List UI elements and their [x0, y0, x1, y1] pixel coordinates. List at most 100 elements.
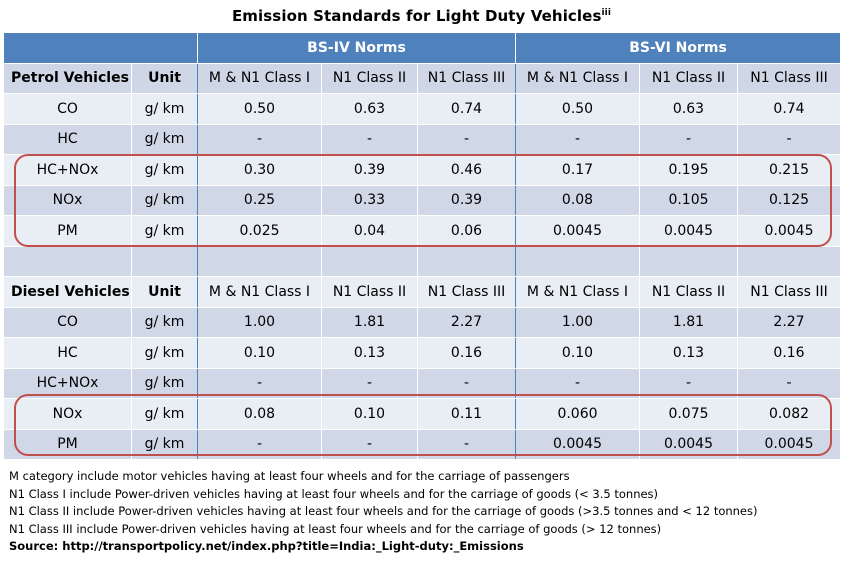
- unit-cell: g/ km: [131, 123, 198, 155]
- value-cell: -: [417, 123, 516, 155]
- value-cell: 1.00: [197, 306, 322, 338]
- petrol-header-row: Petrol Vehicles Unit M & N1 Class I N1 C…: [3, 62, 841, 94]
- value-cell: 0.50: [197, 93, 322, 125]
- value-cell: 2.27: [737, 306, 841, 338]
- value-cell: 0.0045: [737, 428, 841, 460]
- class-header: N1 Class II: [639, 62, 738, 94]
- unit-cell: g/ km: [131, 154, 198, 186]
- class-header: N1 Class III: [417, 62, 516, 94]
- table-row: PM g/ km 0.025 0.04 0.06 0.0045 0.0045 0…: [3, 215, 841, 247]
- emission-standards-table: BS-IV Norms BS-VI Norms Petrol Vehicles …: [3, 32, 841, 460]
- value-cell: 0.195: [639, 154, 738, 186]
- value-cell: 2.27: [417, 306, 516, 338]
- pollutant-cell: HC: [3, 337, 132, 369]
- table-row: NOx g/ km 0.25 0.33 0.39 0.08 0.105 0.12…: [3, 184, 841, 216]
- value-cell: 0.17: [515, 154, 640, 186]
- value-cell: -: [197, 367, 322, 399]
- table-row: CO g/ km 1.00 1.81 2.27 1.00 1.81 2.27: [3, 306, 841, 338]
- value-cell: 0.125: [737, 184, 841, 216]
- table-row: NOx g/ km 0.08 0.10 0.11 0.060 0.075 0.0…: [3, 398, 841, 430]
- petrol-section-label: Petrol Vehicles: [3, 62, 132, 94]
- value-cell: 0.74: [417, 93, 516, 125]
- diesel-header-row: Diesel Vehicles Unit M & N1 Class I N1 C…: [3, 276, 841, 308]
- value-cell: 0.16: [737, 337, 841, 369]
- footnote-line: N1 Class I include Power-driven vehicles…: [9, 486, 659, 501]
- value-cell: -: [515, 123, 640, 155]
- value-cell: 0.50: [515, 93, 640, 125]
- unit-header: Unit: [131, 62, 198, 94]
- class-header: N1 Class II: [321, 62, 418, 94]
- unit-cell: g/ km: [131, 428, 198, 460]
- value-cell: -: [417, 428, 516, 460]
- title-footnote-marker: iii: [601, 8, 612, 18]
- value-cell: 0.13: [321, 337, 418, 369]
- table-row: HC+NOx g/ km 0.30 0.39 0.46 0.17 0.195 0…: [3, 154, 841, 186]
- value-cell: 0.025: [197, 215, 322, 247]
- value-cell: 0.33: [321, 184, 418, 216]
- value-cell: -: [737, 367, 841, 399]
- unit-cell: g/ km: [131, 184, 198, 216]
- unit-header: Unit: [131, 276, 198, 308]
- pollutant-cell: PM: [3, 428, 132, 460]
- page-title: Emission Standards for Light Duty Vehicl…: [231, 7, 612, 25]
- value-cell: 0.06: [417, 215, 516, 247]
- value-cell: -: [737, 123, 841, 155]
- group-header-row: BS-IV Norms BS-VI Norms: [3, 32, 841, 64]
- value-cell: -: [197, 123, 322, 155]
- value-cell: 0.25: [197, 184, 322, 216]
- class-header: N1 Class III: [737, 62, 841, 94]
- table-row: CO g/ km 0.50 0.63 0.74 0.50 0.63 0.74: [3, 93, 841, 125]
- table-row: HC+NOx g/ km - - - - - -: [3, 367, 841, 399]
- class-header: M & N1 Class I: [197, 276, 322, 308]
- value-cell: -: [197, 428, 322, 460]
- pollutant-cell: NOx: [3, 184, 132, 216]
- value-cell: 0.63: [321, 93, 418, 125]
- footnote-line: N1 Class III include Power-driven vehicl…: [9, 521, 662, 536]
- pollutant-cell: CO: [3, 306, 132, 338]
- class-header: N1 Class III: [737, 276, 841, 308]
- value-cell: 0.11: [417, 398, 516, 430]
- pollutant-cell: HC+NOx: [3, 367, 132, 399]
- class-header: M & N1 Class I: [515, 62, 640, 94]
- value-cell: 0.0045: [515, 215, 640, 247]
- value-cell: 0.74: [737, 93, 841, 125]
- section-spacer-row: [3, 245, 841, 277]
- class-header: N1 Class III: [417, 276, 516, 308]
- unit-cell: g/ km: [131, 306, 198, 338]
- value-cell: 1.81: [639, 306, 738, 338]
- group-header-bs6: BS-VI Norms: [515, 32, 841, 64]
- pollutant-cell: HC+NOx: [3, 154, 132, 186]
- value-cell: -: [639, 367, 738, 399]
- group-header-blank: [3, 32, 198, 64]
- value-cell: -: [321, 428, 418, 460]
- value-cell: 0.0045: [639, 215, 738, 247]
- value-cell: 0.46: [417, 154, 516, 186]
- diesel-section-label: Diesel Vehicles: [3, 276, 132, 308]
- value-cell: 0.075: [639, 398, 738, 430]
- table-row: HC g/ km - - - - - -: [3, 123, 841, 155]
- pollutant-cell: NOx: [3, 398, 132, 430]
- source-line: Source: http://transportpolicy.net/index…: [9, 539, 524, 553]
- class-header: M & N1 Class I: [197, 62, 322, 94]
- value-cell: 0.105: [639, 184, 738, 216]
- unit-cell: g/ km: [131, 215, 198, 247]
- value-cell: 1.81: [321, 306, 418, 338]
- value-cell: 0.13: [639, 337, 738, 369]
- value-cell: -: [321, 367, 418, 399]
- value-cell: 0.08: [515, 184, 640, 216]
- value-cell: 0.060: [515, 398, 640, 430]
- value-cell: 0.04: [321, 215, 418, 247]
- unit-cell: g/ km: [131, 398, 198, 430]
- group-header-bs4: BS-IV Norms: [197, 32, 516, 64]
- value-cell: 0.08: [197, 398, 322, 430]
- value-cell: 0.10: [197, 337, 322, 369]
- pollutant-cell: PM: [3, 215, 132, 247]
- value-cell: 0.215: [737, 154, 841, 186]
- footnote-line: M category include motor vehicles having…: [9, 469, 570, 483]
- value-cell: 0.0045: [639, 428, 738, 460]
- class-header: N1 Class II: [639, 276, 738, 308]
- value-cell: -: [515, 367, 640, 399]
- value-cell: 0.63: [639, 93, 738, 125]
- value-cell: 0.30: [197, 154, 322, 186]
- value-cell: 0.10: [515, 337, 640, 369]
